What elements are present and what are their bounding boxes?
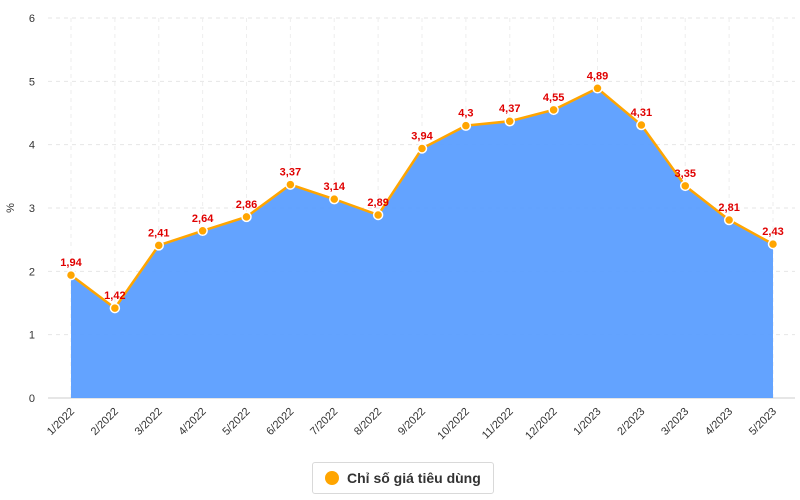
data-point[interactable]	[65, 269, 77, 281]
data-point[interactable]	[372, 209, 384, 221]
y-axis: 0 1 2 3 4 5 6	[29, 13, 35, 405]
data-label: 3,37	[280, 167, 301, 179]
data-point[interactable]	[723, 214, 735, 226]
y-tick-label: 5	[29, 76, 35, 88]
data-label: 3,94	[411, 130, 433, 142]
data-label: 4,31	[631, 107, 652, 119]
data-point[interactable]	[285, 179, 296, 190]
x-tick-label: 2/2022	[89, 406, 121, 438]
data-point[interactable]	[548, 104, 559, 116]
x-tick-label: 10/2022	[435, 406, 472, 443]
x-tick-label: 9/2022	[396, 406, 428, 438]
data-label: 4,3	[458, 108, 473, 120]
data-points	[65, 83, 779, 314]
x-tick-label: 4/2022	[176, 406, 208, 438]
data-point[interactable]	[153, 240, 164, 251]
data-label: 3,35	[675, 168, 696, 180]
x-tick-label: 8/2022	[352, 406, 384, 438]
data-point[interactable]	[329, 193, 340, 205]
x-tick-label: 11/2022	[480, 406, 516, 442]
data-point[interactable]	[460, 120, 472, 131]
x-tick-label: 3/2022	[133, 406, 165, 438]
y-tick-label: 1	[29, 330, 35, 342]
data-label: 1,94	[60, 257, 82, 269]
area-fill	[71, 88, 773, 399]
x-tick-label: 5/2023	[747, 406, 779, 438]
data-label: 2,41	[148, 227, 169, 239]
y-tick-label: 2	[29, 266, 35, 278]
legend[interactable]: Chỉ số giá tiêu dùng	[312, 462, 494, 494]
data-label: 2,86	[236, 199, 257, 211]
data-labels: 1,94 1,42 2,41 2,64 2,86 3,37 3,14 2,89 3,94 4,3 4…	[60, 70, 783, 302]
y-tick-label: 4	[29, 140, 35, 152]
y-axis-label: %	[5, 203, 17, 213]
data-point[interactable]	[636, 119, 647, 131]
data-label: 4,37	[499, 103, 520, 115]
y-tick-label: 0	[29, 393, 35, 405]
x-tick-label: 2/2023	[615, 406, 647, 438]
x-tick-label: 12/2022	[523, 406, 560, 443]
x-tick-label: 4/2023	[703, 406, 735, 438]
data-point[interactable]	[680, 180, 691, 192]
y-tick-label: 6	[29, 13, 35, 25]
data-point[interactable]	[109, 302, 121, 314]
data-label: 2,89	[367, 197, 388, 209]
x-tick-label: 5/2022	[220, 406, 252, 438]
legend-label: Chỉ số giá tiêu dùng	[347, 470, 481, 486]
data-point[interactable]	[197, 225, 208, 237]
data-point[interactable]	[504, 115, 515, 127]
data-point[interactable]	[416, 143, 428, 154]
data-point[interactable]	[241, 211, 252, 223]
x-axis: 1/2022 2/2022 3/2022 4/2022 5/2022 6/2022 7/20…	[45, 406, 779, 443]
data-label: 4,89	[587, 70, 608, 82]
x-tick-label: 7/2022	[308, 406, 340, 438]
x-tick-label: 1/2023	[571, 406, 603, 438]
data-label: 4,55	[543, 92, 564, 104]
data-label: 2,81	[718, 202, 739, 214]
y-tick-label: 3	[29, 203, 35, 215]
data-label: 1,42	[104, 290, 125, 302]
legend-marker-icon	[325, 471, 339, 485]
data-point[interactable]	[767, 238, 779, 250]
data-label: 2,43	[762, 226, 783, 238]
data-label: 2,64	[192, 213, 214, 225]
x-tick-label: 3/2023	[659, 406, 691, 438]
data-label: 3,14	[324, 181, 346, 193]
data-point[interactable]	[592, 83, 603, 94]
x-tick-label: 1/2022	[45, 406, 77, 438]
x-tick-label: 6/2022	[264, 406, 296, 438]
